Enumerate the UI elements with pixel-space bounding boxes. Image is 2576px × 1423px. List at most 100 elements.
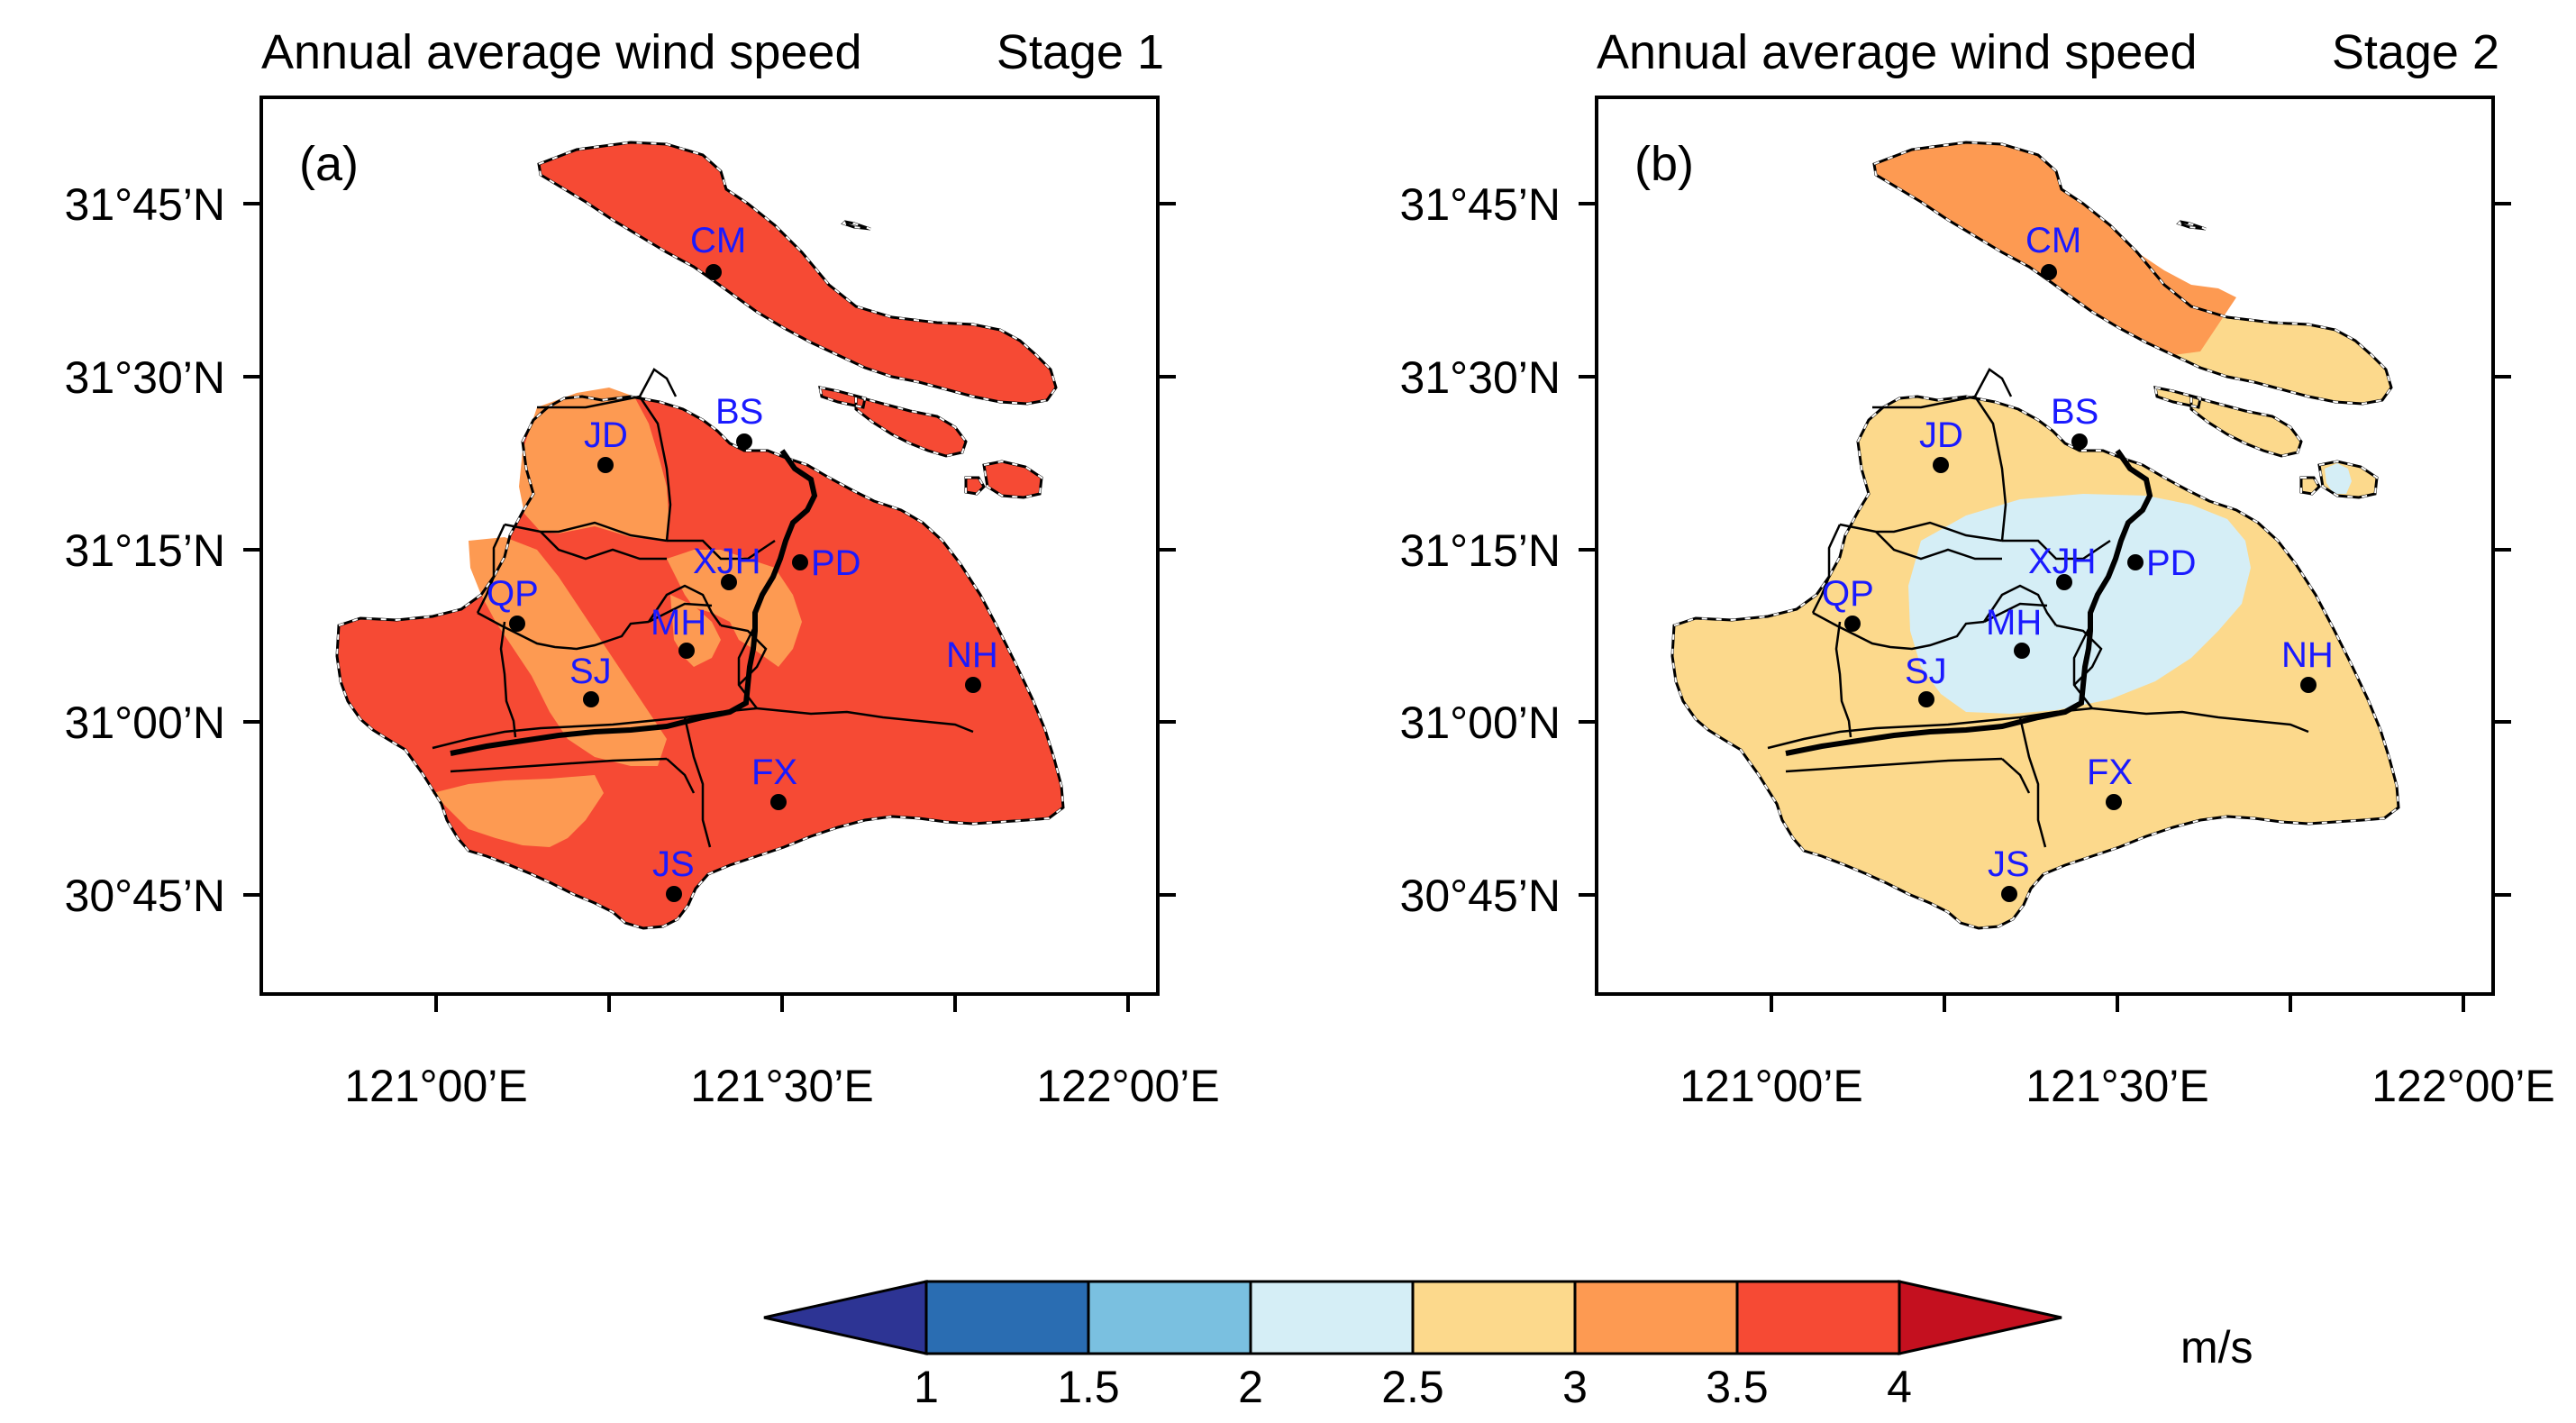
coastline-dash	[2300, 477, 2321, 496]
lat-label: 31°30’N	[1400, 352, 1561, 403]
coastline	[2317, 460, 2379, 499]
station-marker	[583, 691, 599, 707]
colorbar-segment	[1087, 1280, 1252, 1355]
station-label: CM	[690, 221, 746, 260]
district-boundary	[666, 758, 696, 794]
lat-label: 31°00’N	[1400, 698, 1561, 748]
district-boundary	[1875, 531, 2002, 561]
station-marker	[2014, 643, 2030, 659]
lon-label: 121°30’E	[690, 1061, 874, 1111]
station-marker	[1844, 616, 1861, 632]
district-boundary	[667, 539, 776, 561]
map-panel-a: Annual average wind speed Stage 1 (a) CM BS J…	[65, 25, 1220, 1111]
district-boundary	[2018, 716, 2047, 848]
station-label: JS	[1988, 844, 2030, 884]
wind-zone-2-2.5	[2325, 463, 2352, 494]
district-boundary	[499, 621, 517, 738]
station-label: CM	[2025, 221, 2081, 260]
lon-label: 121°00’E	[344, 1061, 528, 1111]
station-label: PD	[2146, 543, 2197, 583]
district-boundary	[2091, 707, 2309, 734]
colorbar-unit: m/s	[2180, 1322, 2253, 1373]
station-marker	[965, 677, 981, 693]
lon-label: 122°00’E	[2371, 1061, 2555, 1111]
coastline-dash	[965, 477, 986, 496]
station-label: QP	[487, 574, 539, 614]
colorbar-label: 2.5	[1381, 1362, 1444, 1412]
stage-label: Stage 2	[2332, 25, 2499, 79]
district-boundary	[1785, 757, 2003, 773]
wind-zone-2-2.5	[1908, 494, 2251, 714]
district-boundary	[1834, 621, 1852, 738]
station-label: JD	[1919, 415, 1963, 455]
station-marker	[666, 886, 682, 902]
colorbar-label: 3	[1562, 1362, 1588, 1412]
station-marker	[705, 264, 722, 280]
wind-zone-3-3.5	[519, 388, 669, 541]
district-boundary	[2002, 539, 2111, 561]
lat-label: 30°45’N	[1400, 871, 1561, 921]
station-label: NH	[2281, 635, 2334, 675]
district-boundary	[537, 395, 672, 542]
station-marker	[770, 794, 787, 810]
coastline-dash	[537, 141, 1058, 406]
district-boundary	[476, 524, 506, 614]
lat-label: 31°45’N	[1400, 179, 1561, 230]
station-label: XJH	[2028, 542, 2097, 581]
station-label: NH	[946, 635, 998, 675]
wind-zone-3-3.5	[469, 537, 667, 766]
colorbar-segment	[1735, 1280, 1901, 1355]
colorbar-label: 1	[914, 1362, 939, 1412]
station-marker	[509, 616, 525, 632]
district-boundary	[756, 707, 974, 734]
chongming-island	[539, 142, 1056, 404]
station-marker	[678, 643, 695, 659]
coastline-dash	[855, 395, 968, 458]
colorbar-segment	[1573, 1280, 1739, 1355]
station-label: MH	[651, 603, 706, 643]
colorbar-label: 2	[1238, 1362, 1263, 1412]
station-label: BS	[2051, 392, 2098, 432]
huangpu-river	[1785, 449, 2153, 756]
station-label: SJ	[1905, 652, 1947, 691]
station-marker	[736, 433, 752, 450]
lat-label: 31°30’N	[65, 352, 225, 403]
station-marker	[597, 457, 614, 473]
station-marker	[2001, 886, 2017, 902]
coastline-dash	[842, 220, 871, 230]
panel-letter: (b)	[1634, 137, 1694, 191]
station-marker	[1933, 457, 1949, 473]
station-marker	[792, 554, 808, 570]
lon-label: 121°30’E	[2025, 1061, 2209, 1111]
small-island	[2155, 388, 2200, 407]
wind-zone-3-3.5	[432, 775, 604, 847]
coastline-dash	[2190, 395, 2303, 458]
district-boundary	[2001, 758, 2031, 794]
district-boundary	[683, 716, 712, 848]
colorbar-segment	[924, 1280, 1090, 1355]
station-marker	[2106, 794, 2122, 810]
lat-label: 31°15’N	[65, 525, 225, 576]
lon-label: 121°00’E	[1679, 1061, 1863, 1111]
district-boundary	[1811, 524, 1842, 614]
panel-title: Annual average wind speed	[261, 25, 861, 79]
colorbar: 1 1.5 2 2.5 3 3.5 4 m/s	[763, 1280, 2253, 1412]
huangpu-river	[450, 449, 818, 756]
small-island	[820, 388, 865, 407]
lat-label: 31°15’N	[1400, 525, 1561, 576]
colorbar-segment	[1249, 1280, 1415, 1355]
station-marker	[2041, 264, 2057, 280]
changxing-island	[2191, 397, 2301, 456]
station-label: PD	[811, 543, 861, 583]
district-boundary	[540, 531, 667, 561]
district-boundary	[1973, 368, 2013, 397]
station-label: BS	[715, 392, 763, 432]
station-marker	[2300, 677, 2317, 693]
district-boundary	[1812, 611, 1985, 651]
lat-label: 31°00’N	[65, 698, 225, 748]
panel-letter: (a)	[299, 137, 359, 191]
coastline-dash	[1872, 141, 2393, 406]
district-boundary	[1872, 395, 2007, 542]
district-boundary	[1982, 584, 2058, 626]
